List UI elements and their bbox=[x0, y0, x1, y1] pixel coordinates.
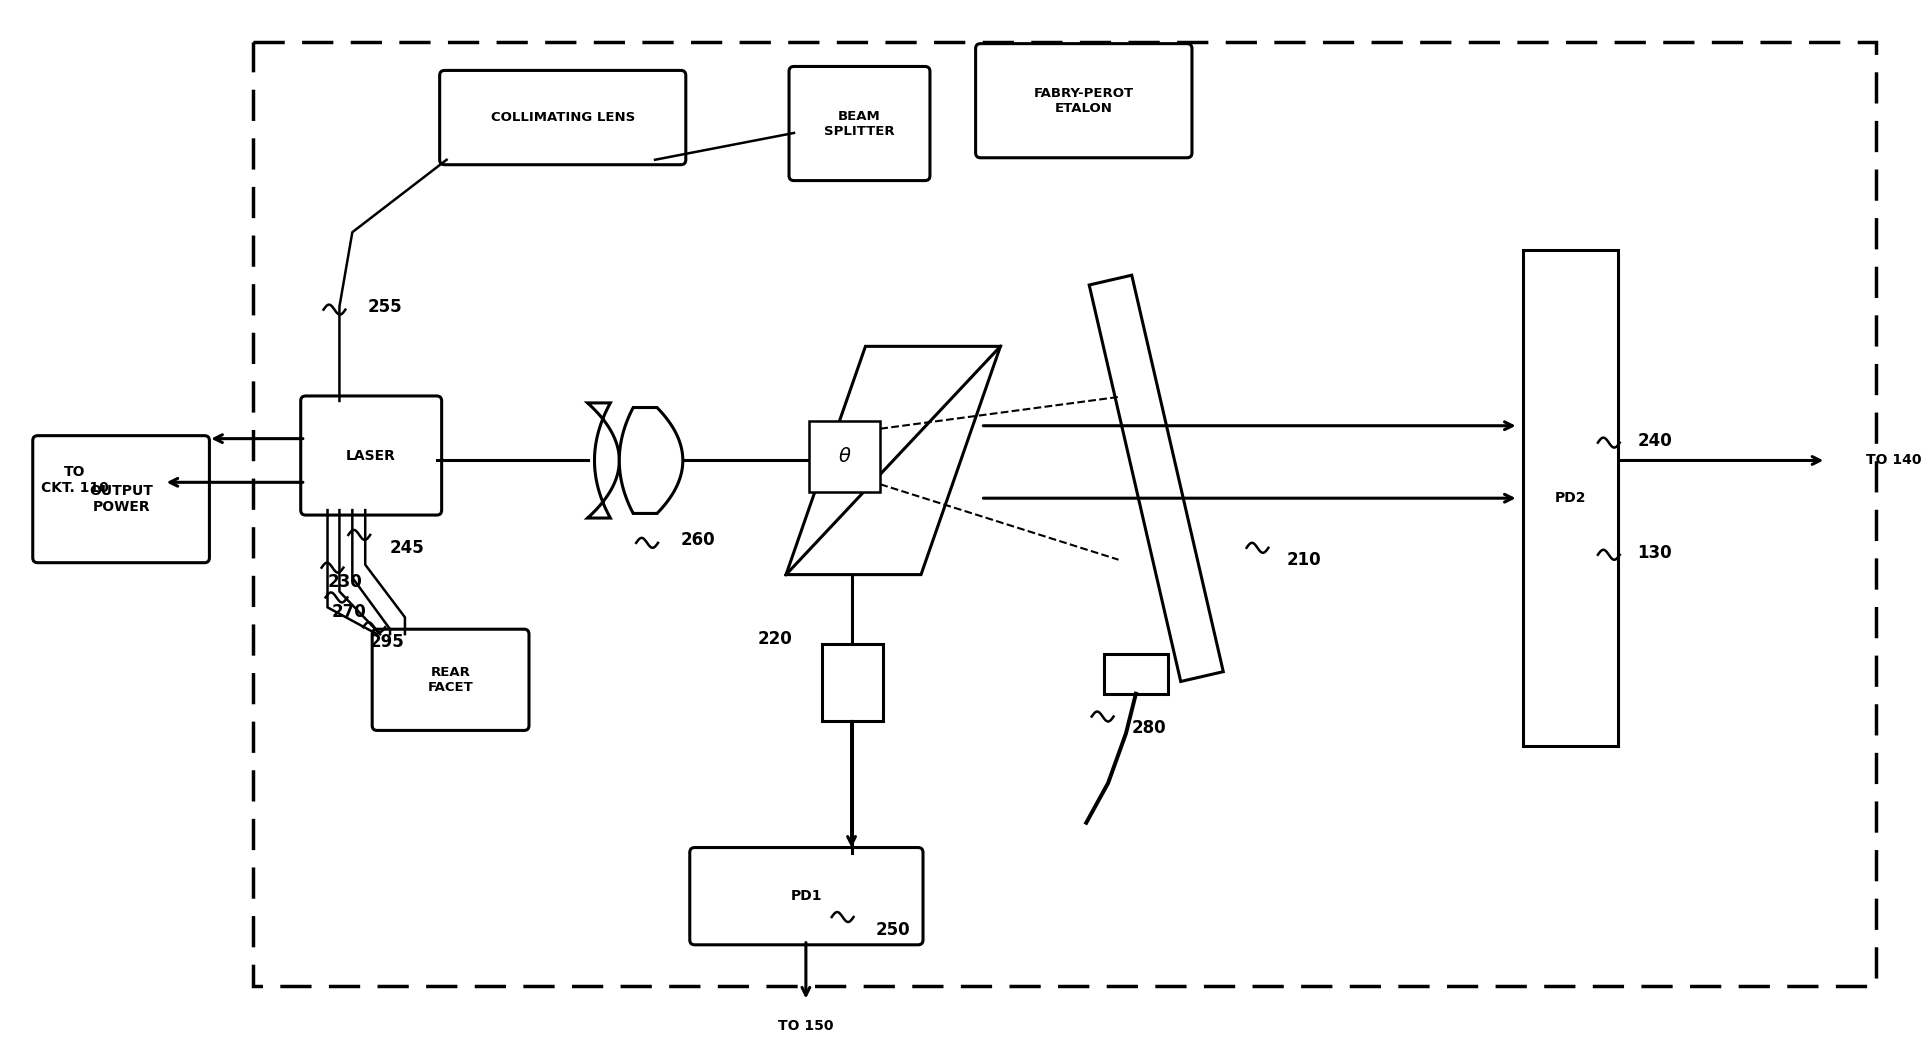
Polygon shape bbox=[619, 408, 682, 514]
FancyBboxPatch shape bbox=[33, 436, 210, 563]
Bar bbox=[1524, 250, 1619, 746]
FancyBboxPatch shape bbox=[372, 630, 530, 730]
FancyBboxPatch shape bbox=[788, 67, 931, 181]
Text: 240: 240 bbox=[1638, 432, 1673, 450]
FancyBboxPatch shape bbox=[301, 396, 441, 515]
Text: FABRY-PEROT
ETALON: FABRY-PEROT ETALON bbox=[1033, 87, 1133, 115]
Text: 255: 255 bbox=[368, 298, 403, 316]
Text: 130: 130 bbox=[1638, 544, 1673, 562]
FancyBboxPatch shape bbox=[439, 70, 686, 164]
Text: LASER: LASER bbox=[347, 449, 397, 462]
Text: 260: 260 bbox=[680, 531, 715, 549]
Text: TO 150: TO 150 bbox=[779, 1019, 834, 1033]
Bar bbox=[821, 644, 883, 722]
Text: 295: 295 bbox=[370, 633, 405, 651]
Polygon shape bbox=[786, 346, 1000, 574]
Text: 270: 270 bbox=[331, 604, 366, 621]
Text: PD2: PD2 bbox=[1555, 492, 1586, 505]
Text: COLLIMATING LENS: COLLIMATING LENS bbox=[491, 111, 634, 124]
Polygon shape bbox=[588, 403, 619, 518]
Text: 210: 210 bbox=[1285, 551, 1320, 569]
Bar bbox=[1104, 654, 1168, 693]
Text: OUTPUT
POWER: OUTPUT POWER bbox=[89, 484, 152, 515]
Text: $\theta$: $\theta$ bbox=[838, 447, 852, 467]
Text: PD1: PD1 bbox=[790, 889, 823, 903]
Text: 245: 245 bbox=[389, 539, 424, 556]
Bar bbox=[809, 420, 881, 493]
Text: TO
CKT. 110: TO CKT. 110 bbox=[40, 465, 108, 496]
Text: 220: 220 bbox=[757, 630, 792, 649]
Text: 250: 250 bbox=[875, 920, 910, 939]
Text: TO 140: TO 140 bbox=[1865, 454, 1921, 468]
FancyBboxPatch shape bbox=[975, 44, 1193, 158]
Text: 230: 230 bbox=[328, 572, 362, 591]
Text: BEAM
SPLITTER: BEAM SPLITTER bbox=[825, 110, 894, 137]
Bar bbox=[252, 42, 1875, 986]
Text: 280: 280 bbox=[1131, 720, 1166, 737]
Polygon shape bbox=[1089, 275, 1224, 682]
Text: REAR
FACET: REAR FACET bbox=[428, 666, 474, 693]
FancyBboxPatch shape bbox=[690, 847, 923, 945]
